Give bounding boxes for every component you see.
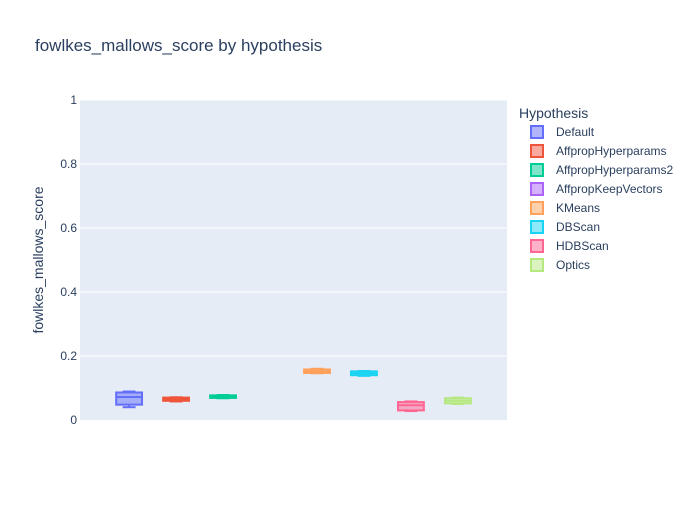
legend-swatch — [530, 182, 544, 196]
box-kmeans — [303, 367, 331, 375]
legend-item-affprophyperparams[interactable]: AffpropHyperparams — [530, 144, 667, 158]
legend-swatch — [530, 258, 544, 272]
legend-label: KMeans — [556, 201, 600, 215]
legend-label: Optics — [556, 258, 590, 272]
legend-swatch — [530, 201, 544, 215]
legend-swatch — [530, 239, 544, 253]
y-tick-label: 0.6 — [60, 221, 77, 235]
legend-swatch — [530, 220, 544, 234]
legend-label: HDBScan — [556, 239, 609, 253]
y-tick-label: 1 — [70, 93, 77, 107]
y-tick-label: 0.2 — [60, 349, 77, 363]
box-affprophyperparams2 — [209, 394, 237, 400]
box-iqr — [115, 391, 144, 406]
y-tick-label: 0.4 — [60, 285, 77, 299]
box-affprophyperparams — [162, 396, 190, 403]
legend-label: DBScan — [556, 220, 600, 234]
plot-background — [80, 100, 507, 420]
box-optics — [443, 396, 472, 405]
box-default — [115, 390, 144, 409]
legend-item-hdbscan[interactable]: HDBScan — [530, 239, 609, 253]
legend-item-dbscan[interactable]: DBScan — [530, 220, 600, 234]
legend[interactable]: Default AffpropHyperparams AffpropHyperpar… — [530, 125, 673, 272]
chart-title: fowlkes_mallows_score by hypothesis — [35, 36, 322, 55]
legend-swatch — [530, 163, 544, 177]
y-axis-title: fowlkes_mallows_score — [30, 186, 46, 333]
legend-label: Default — [556, 125, 595, 139]
legend-label: AffpropHyperparams2 — [556, 163, 673, 177]
legend-swatch — [530, 125, 544, 139]
box-dbscan — [350, 370, 378, 377]
box-traces — [115, 367, 472, 413]
legend-label: AffpropKeepVectors — [556, 182, 663, 196]
legend-item-affpropkeepvectors[interactable]: AffpropKeepVectors — [530, 182, 663, 196]
y-tick-labels: 0 0.2 0.4 0.6 0.8 1 — [60, 93, 77, 427]
y-tick-label: 0.8 — [60, 157, 77, 171]
legend-label: AffpropHyperparams — [556, 144, 667, 158]
legend-title: Hypothesis — [519, 105, 588, 121]
y-tick-label: 0 — [70, 413, 77, 427]
legend-item-default[interactable]: Default — [530, 125, 595, 139]
legend-item-optics[interactable]: Optics — [530, 258, 590, 272]
legend-item-kmeans[interactable]: KMeans — [530, 201, 600, 215]
y-gridlines — [80, 99, 507, 357]
legend-swatch — [530, 144, 544, 158]
legend-item-affprophyperparams2[interactable]: AffpropHyperparams2 — [530, 163, 673, 177]
box-hdbscan — [397, 400, 425, 413]
